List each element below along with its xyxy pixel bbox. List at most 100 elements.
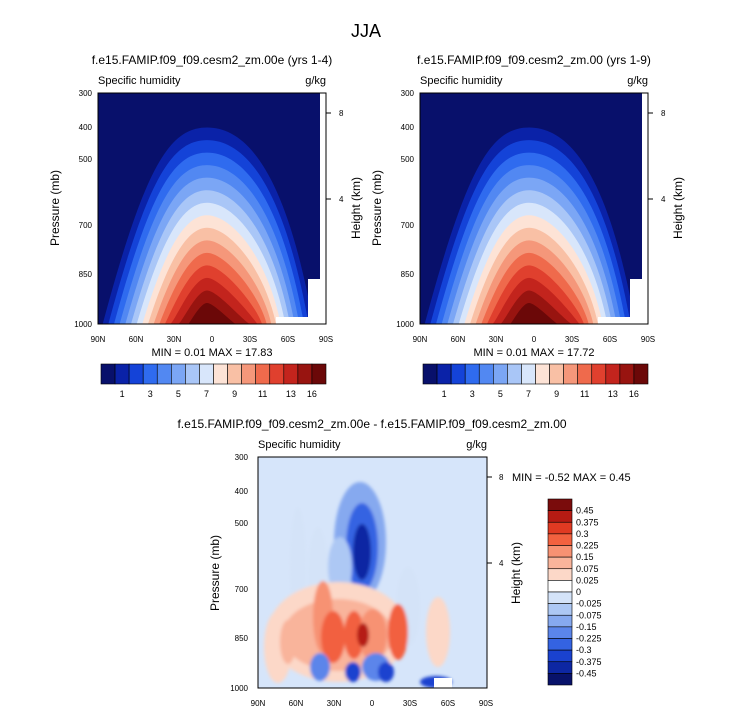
panel-1-min-max: MIN = 0.01 MAX = 17.83 (151, 347, 272, 359)
height-tick-8: 8 (661, 109, 666, 118)
panel-3-min-max: MIN = -0.52 MAX = 0.45 (512, 472, 631, 484)
x-tick-90N: 90N (413, 335, 428, 344)
panel-1-ylabel: Pressure (mb) (48, 170, 62, 246)
colorbar-label: 16 (307, 389, 317, 399)
field-level (345, 662, 361, 682)
y-tick-1000: 1000 (230, 684, 248, 693)
y-tick-700: 700 (79, 221, 93, 230)
field-level (504, 303, 570, 324)
panel-1-y-ticks: 300 400 500 700 850 1000 (74, 89, 92, 329)
panel-3-plot (258, 457, 487, 688)
colorbar-label: 0.075 (576, 564, 599, 574)
panel-1-title: f.e15.FAMIP.f09_f09.cesm2_zm.00e (yrs 1-… (92, 53, 333, 67)
colorbar-swatch (577, 363, 593, 385)
field-level (359, 609, 387, 661)
panel-3-x-ticks: 90N 60N 30N 0 30S 60S 90S (251, 699, 493, 708)
colorbar-swatch (547, 649, 573, 663)
y-tick-300: 300 (79, 89, 93, 98)
field-level (357, 623, 369, 647)
height-tick-4: 4 (339, 195, 344, 204)
panel-2-ylabel: Pressure (mb) (370, 170, 384, 246)
colorbar-swatch (547, 603, 573, 616)
colorbar-label: 7 (526, 389, 531, 399)
panel-2-ylabel-right: Height (km) (671, 177, 685, 239)
y-tick-300: 300 (401, 89, 415, 98)
colorbar-swatch (521, 363, 536, 385)
colorbar-swatch (185, 363, 200, 385)
panel-3-title: f.e15.FAMIP.f09_f09.cesm2_zm.00e - f.e15… (177, 417, 566, 431)
field-level (344, 611, 364, 659)
panel-3-ylabel: Pressure (mb) (208, 535, 222, 611)
panel-1-frame (97, 92, 327, 325)
field-level (321, 611, 345, 663)
colorbar-swatch (422, 363, 438, 385)
panel-2-left-label: Specific humidity (420, 75, 503, 87)
field-level (310, 653, 330, 681)
colorbar-swatch (311, 363, 327, 385)
colorbar-swatch (114, 363, 130, 385)
colorbar-swatch (493, 363, 508, 385)
colorbar-swatch (156, 363, 172, 385)
x-tick-30N: 30N (327, 699, 342, 708)
y-tick-500: 500 (79, 155, 93, 164)
panel-3-ylabel-right: Height (km) (509, 542, 523, 604)
colorbar-label: 5 (498, 389, 503, 399)
colorbar-swatch (464, 363, 480, 385)
panel-1-units-label: g/kg (305, 75, 326, 87)
field-level (353, 524, 371, 580)
colorbar-swatch (619, 363, 635, 385)
x-tick-30S: 30S (243, 335, 257, 344)
panel-1-x-ticks: 90N 60N 30N 0 30S 60S 90S (91, 335, 333, 344)
panel-2-plot (420, 93, 648, 324)
colorbar-3: 0.450.3750.30.2250.150.0750.0250-0.025-0… (547, 498, 602, 686)
y-tick-700: 700 (235, 585, 249, 594)
colorbar-label: 1 (120, 389, 125, 399)
colorbar-swatch (547, 533, 573, 546)
colorbar-label: -0.075 (576, 610, 602, 620)
panel-1-left-label: Specific humidity (98, 75, 181, 87)
y-tick-500: 500 (401, 155, 415, 164)
colorbar-1: 1 3 5 7 9 11 13 16 (100, 363, 327, 399)
colorbar-swatch (547, 626, 573, 639)
colorbar-swatch (549, 363, 564, 385)
colorbar-label: 1 (442, 389, 447, 399)
y-tick-850: 850 (79, 270, 93, 279)
colorbar-label: 11 (258, 389, 267, 399)
panel-2-title: f.e15.FAMIP.f09_f09.cesm2_zm.00 (yrs 1-9… (417, 53, 651, 67)
colorbar-swatch (213, 363, 228, 385)
x-tick-60S: 60S (441, 699, 455, 708)
colorbar-label: -0.3 (576, 645, 592, 655)
x-tick-30S: 30S (565, 335, 579, 344)
colorbar-swatch (269, 363, 285, 385)
figure-title: JJA (351, 21, 381, 41)
colorbar-label: 0.225 (576, 541, 599, 551)
x-tick-90S: 90S (319, 335, 333, 344)
x-tick-0: 0 (370, 699, 375, 708)
field-level (378, 662, 394, 682)
colorbar-swatch (297, 363, 313, 385)
x-tick-90N: 90N (251, 699, 266, 708)
colorbar-swatch (547, 521, 573, 535)
colorbar-swatch (241, 363, 256, 385)
x-tick-60S: 60S (603, 335, 617, 344)
colorbar-swatch (171, 363, 186, 385)
colorbar-swatch (283, 363, 299, 385)
panel-2-y-right-ticks: 8 4 (648, 109, 666, 204)
colorbar-swatch (547, 591, 573, 604)
panel-3-frame (257, 456, 488, 689)
x-tick-60S: 60S (281, 335, 295, 344)
colorbar-label: 9 (554, 389, 559, 399)
colorbar-label: 0.375 (576, 517, 599, 527)
panel-2: f.e15.FAMIP.f09_f09.cesm2_zm.00 (yrs 1-9… (370, 53, 685, 399)
height-tick-8: 8 (339, 109, 344, 118)
colorbar-swatch (255, 363, 271, 385)
x-tick-60N: 60N (289, 699, 304, 708)
colorbar-swatch (547, 614, 573, 628)
colorbar-swatch (605, 363, 621, 385)
colorbar-label: 13 (286, 389, 296, 399)
colorbar-swatch (633, 363, 649, 385)
x-tick-30N: 30N (167, 335, 182, 344)
x-tick-90N: 90N (91, 335, 106, 344)
colorbar-swatch (547, 498, 573, 511)
